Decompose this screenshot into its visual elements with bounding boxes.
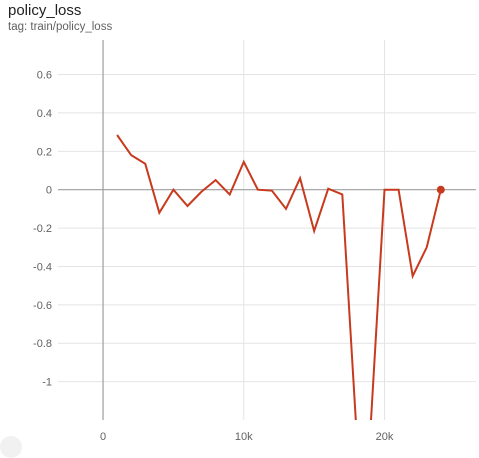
axes [58,40,476,420]
x-tick-label: 0 [100,431,106,443]
last-point-marker [436,185,445,194]
expand-button[interactable] [0,436,22,458]
x-tick-label: 20k [376,431,394,443]
series-group [116,134,445,420]
x-tick-label: 10k [235,431,253,443]
grid [58,40,476,420]
chart-title: policy_loss [8,2,82,19]
line-chart: 0.6 0.4 0.2 0 -0.2 -0.4 -0.6 -0.8 -1 0 10k 20k [33,40,476,443]
y-tick-label: -0.8 [33,338,52,350]
series-line [116,134,442,420]
y-tick-label: -1 [42,377,52,389]
series-line-group [116,134,442,420]
chart-tag: tag: train/policy_loss [8,21,113,33]
y-tick-label: 0.4 [37,108,52,120]
y-tick-label: 0.2 [37,146,52,158]
tick-labels: 0.6 0.4 0.2 0 -0.2 -0.4 -0.6 -0.8 -1 0 10k 20k [33,70,394,443]
y-tick-label: 0.6 [37,70,52,82]
y-tick-label: 0 [46,185,52,197]
y-tick-label: -0.2 [33,223,52,235]
y-tick-label: -0.6 [33,300,52,312]
y-tick-label: -0.4 [33,261,52,273]
